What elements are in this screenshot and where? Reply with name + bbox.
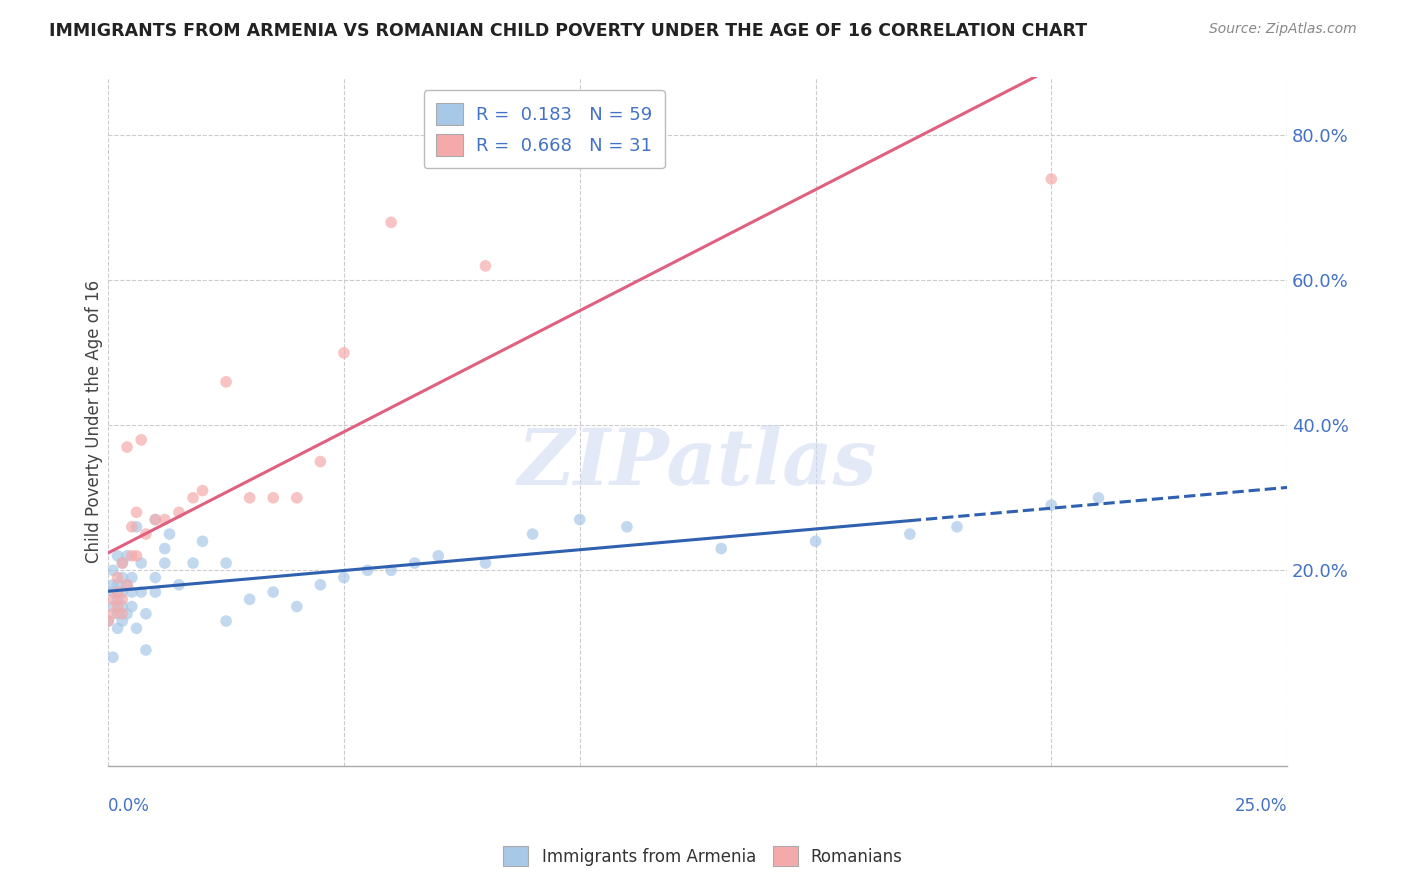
Point: [262, 585, 284, 599]
Text: Source: ZipAtlas.com: Source: ZipAtlas.com: [1209, 22, 1357, 37]
Point: [115, 440, 138, 454]
Point: [135, 527, 157, 541]
Point: [215, 614, 238, 628]
Point: [474, 259, 496, 273]
Point: [1040, 498, 1063, 512]
Point: [153, 512, 176, 526]
Point: [121, 585, 143, 599]
Text: 25.0%: 25.0%: [1234, 797, 1286, 814]
Point: [309, 578, 332, 592]
Point: [101, 607, 124, 621]
Point: [356, 563, 378, 577]
Point: [111, 614, 134, 628]
Point: [181, 556, 204, 570]
Point: [129, 585, 152, 599]
Text: IMMIGRANTS FROM ARMENIA VS ROMANIAN CHILD POVERTY UNDER THE AGE OF 16 CORRELATIO: IMMIGRANTS FROM ARMENIA VS ROMANIAN CHIL…: [49, 22, 1087, 40]
Point: [333, 570, 356, 584]
Point: [107, 599, 129, 614]
Point: [143, 585, 166, 599]
Point: [107, 592, 129, 607]
Legend: Immigrants from Armenia, Romanians: Immigrants from Armenia, Romanians: [495, 838, 911, 875]
Point: [121, 599, 143, 614]
Point: [121, 570, 143, 584]
Point: [167, 505, 190, 519]
Point: [239, 491, 262, 505]
Point: [380, 563, 402, 577]
Point: [111, 556, 134, 570]
Point: [129, 556, 152, 570]
Point: [101, 650, 124, 665]
Point: [135, 643, 157, 657]
Point: [125, 505, 148, 519]
Point: [153, 541, 176, 556]
Point: [616, 520, 638, 534]
Point: [522, 527, 544, 541]
Point: [107, 585, 129, 599]
Point: [239, 592, 262, 607]
Point: [143, 512, 166, 526]
Point: [191, 483, 214, 498]
Point: [427, 549, 450, 563]
Point: [153, 556, 176, 570]
Point: [380, 215, 402, 229]
Point: [111, 599, 134, 614]
Point: [135, 607, 157, 621]
Point: [191, 534, 214, 549]
Point: [107, 578, 129, 592]
Point: [125, 520, 148, 534]
Point: [111, 592, 134, 607]
Point: [181, 491, 204, 505]
Point: [125, 621, 148, 635]
Point: [167, 578, 190, 592]
Legend: R =  0.183   N = 59, R =  0.668   N = 31: R = 0.183 N = 59, R = 0.668 N = 31: [423, 90, 665, 169]
Point: [115, 578, 138, 592]
Point: [111, 570, 134, 584]
Point: [107, 621, 129, 635]
Point: [121, 549, 143, 563]
Point: [285, 599, 308, 614]
Point: [111, 585, 134, 599]
Point: [262, 491, 284, 505]
Text: 0.0%: 0.0%: [108, 797, 150, 814]
Point: [404, 556, 426, 570]
Point: [115, 549, 138, 563]
Point: [115, 607, 138, 621]
Point: [159, 527, 181, 541]
Point: [143, 570, 166, 584]
Point: [946, 520, 969, 534]
Point: [97, 614, 120, 628]
Point: [215, 375, 238, 389]
Point: [121, 520, 143, 534]
Point: [898, 527, 921, 541]
Point: [111, 556, 134, 570]
Point: [1040, 172, 1063, 186]
Point: [107, 607, 129, 621]
Point: [115, 578, 138, 592]
Y-axis label: Child Poverty Under the Age of 16: Child Poverty Under the Age of 16: [86, 280, 103, 563]
Point: [101, 563, 124, 577]
Point: [107, 549, 129, 563]
Point: [309, 454, 332, 468]
Point: [97, 614, 120, 628]
Point: [129, 433, 152, 447]
Point: [215, 556, 238, 570]
Point: [568, 512, 591, 526]
Point: [101, 599, 124, 614]
Point: [474, 556, 496, 570]
Text: ZIPatlas: ZIPatlas: [517, 425, 877, 501]
Point: [710, 541, 733, 556]
Point: [101, 578, 124, 592]
Point: [143, 512, 166, 526]
Point: [101, 585, 124, 599]
Point: [111, 607, 134, 621]
Point: [804, 534, 827, 549]
Point: [1087, 491, 1109, 505]
Point: [285, 491, 308, 505]
Point: [101, 592, 124, 607]
Point: [125, 549, 148, 563]
Point: [107, 570, 129, 584]
Point: [333, 346, 356, 360]
